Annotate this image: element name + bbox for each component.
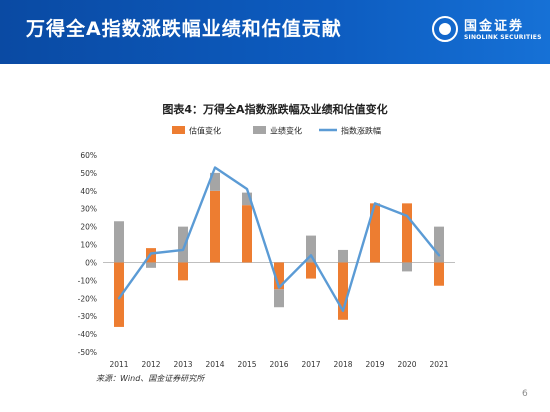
x-tick-label: 2013: [173, 360, 192, 369]
x-tick-label: 2019: [365, 360, 384, 369]
y-tick-label: -10%: [78, 276, 97, 285]
earnings-bar: [114, 221, 124, 263]
y-tick-label: -40%: [78, 330, 97, 339]
page-title: 万得全A指数涨跌幅业绩和估值贡献: [26, 18, 342, 40]
earnings-bar: [338, 249, 348, 263]
valuation-bar: [306, 262, 316, 279]
x-tick-label: 2016: [269, 360, 288, 369]
index-change-line: [117, 166, 441, 312]
valuation-bar: [338, 262, 348, 320]
source-note: 来源：Wind、国金证券研究所: [96, 374, 205, 383]
y-tick-label: 50%: [80, 169, 97, 178]
y-tick-label: -50%: [78, 348, 97, 357]
valuation-bar: [210, 190, 220, 263]
x-tick-label: 2014: [205, 360, 224, 369]
earnings-bar: [434, 226, 444, 263]
y-tick-label: 60%: [80, 151, 97, 160]
logo-chinese-name: 国金证券: [464, 19, 525, 34]
valuation-bar: [242, 205, 252, 263]
x-tick-label: 2021: [429, 360, 448, 369]
legend-label: 估值变化: [189, 126, 221, 136]
x-tick-label: 2012: [141, 360, 160, 369]
earnings-bar: [242, 192, 252, 206]
earnings-bar: [274, 289, 284, 308]
x-tick-label: 2017: [301, 360, 320, 369]
earnings-bar: [210, 172, 220, 191]
y-tick-label: -30%: [78, 312, 97, 321]
legend-swatch: [253, 126, 266, 134]
valuation-bar: [274, 262, 284, 290]
valuation-bar: [370, 203, 380, 263]
header-banner: 万得全A指数涨跌幅业绩和估值贡献 国金证券 SINOLINK SECURITIE…: [0, 0, 550, 64]
y-tick-label: 40%: [80, 187, 97, 196]
y-tick-label: 0%: [85, 258, 97, 267]
earnings-bar: [402, 262, 412, 272]
earnings-bar: [146, 262, 156, 268]
y-tick-label: 10%: [80, 241, 97, 250]
y-tick-label: 20%: [80, 223, 97, 232]
logo-english-name: SINOLINK SECURITIES: [464, 34, 542, 41]
legend-label: 指数涨跌幅: [341, 126, 381, 136]
chart-title: 图表4：万得全A指数涨跌幅及业绩和估值变化: [162, 103, 388, 116]
company-logo: 国金证券 SINOLINK SECURITIES: [432, 14, 542, 50]
y-tick-label: -20%: [78, 294, 97, 303]
legend-label: 业绩变化: [270, 126, 302, 136]
valuation-bar: [402, 203, 412, 263]
earnings-bar: [178, 226, 188, 263]
earnings-bar: [306, 235, 316, 263]
page-number: 6: [522, 389, 528, 399]
logo-circle-icon: [432, 16, 458, 42]
y-tick-label: 30%: [80, 205, 97, 214]
x-tick-label: 2015: [237, 360, 256, 369]
x-tick-label: 2020: [397, 360, 416, 369]
valuation-bar: [114, 262, 124, 327]
x-tick-label: 2018: [333, 360, 352, 369]
valuation-bar: [178, 262, 188, 281]
valuation-bar: [434, 262, 444, 286]
legend-swatch: [172, 126, 185, 134]
x-tick-label: 2011: [109, 360, 128, 369]
